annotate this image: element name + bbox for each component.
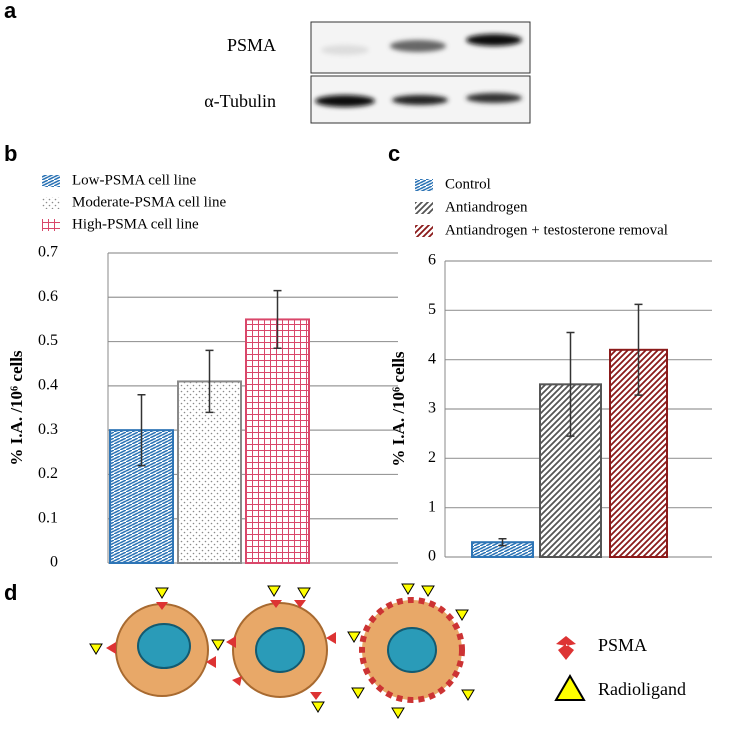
y-tick-label: 0.1: [38, 509, 58, 526]
blot: [310, 21, 531, 124]
y-tick-label: 0.6: [38, 288, 58, 305]
error-bar: [273, 289, 282, 349]
blot-label: α-Tubulin: [204, 91, 276, 111]
error-bar: [634, 303, 643, 396]
y-tick-label: 0: [428, 548, 436, 565]
y-tick-label: 0.3: [38, 421, 58, 438]
y-tick-label: 0.7: [38, 244, 58, 261]
legend-swatch: [415, 225, 433, 237]
legend-label: Low-PSMA cell line: [72, 172, 197, 188]
error-bar: [566, 331, 575, 437]
y-tick-label: 4: [428, 350, 436, 367]
panel-label: c: [388, 141, 400, 166]
legend-label: Control: [445, 176, 491, 192]
panel-label: a: [4, 0, 17, 23]
legend-label: Antiandrogen + testosterone removal: [445, 222, 668, 238]
cell-illustration: [89, 583, 586, 719]
legend-swatch: [42, 219, 60, 231]
panel-label: b: [4, 141, 17, 166]
y-tick-label: 0.5: [38, 332, 58, 349]
y-axis-label: % I.A. /10⁶ cells: [7, 350, 26, 465]
y-tick-label: 3: [428, 400, 436, 417]
legend-label: Radioligand: [598, 679, 686, 699]
bar: [245, 318, 310, 564]
legend-swatch: [42, 197, 60, 209]
y-tick-label: 6: [428, 252, 436, 269]
y-tick-label: 2: [428, 449, 436, 466]
legend-label: High-PSMA cell line: [72, 216, 199, 232]
legend-swatch: [415, 202, 433, 214]
legend-label: Moderate-PSMA cell line: [72, 194, 226, 210]
blot-label: PSMA: [227, 35, 276, 55]
error-bar: [498, 537, 507, 547]
y-tick-label: 0: [50, 554, 58, 571]
legend-swatch: [42, 175, 60, 187]
panel-label: d: [4, 580, 17, 605]
legend-swatch: [415, 179, 433, 191]
error-bar: [205, 349, 214, 414]
y-tick-label: 0.4: [38, 377, 58, 394]
y-tick-label: 0.2: [38, 465, 58, 482]
y-tick-label: 5: [428, 301, 436, 318]
error-bar: [137, 393, 146, 467]
legend-label: PSMA: [598, 635, 647, 655]
y-tick-label: 1: [428, 498, 436, 515]
y-axis-label: % I.A. /10⁶ cells: [389, 351, 408, 466]
legend-label: Antiandrogen: [445, 199, 528, 215]
